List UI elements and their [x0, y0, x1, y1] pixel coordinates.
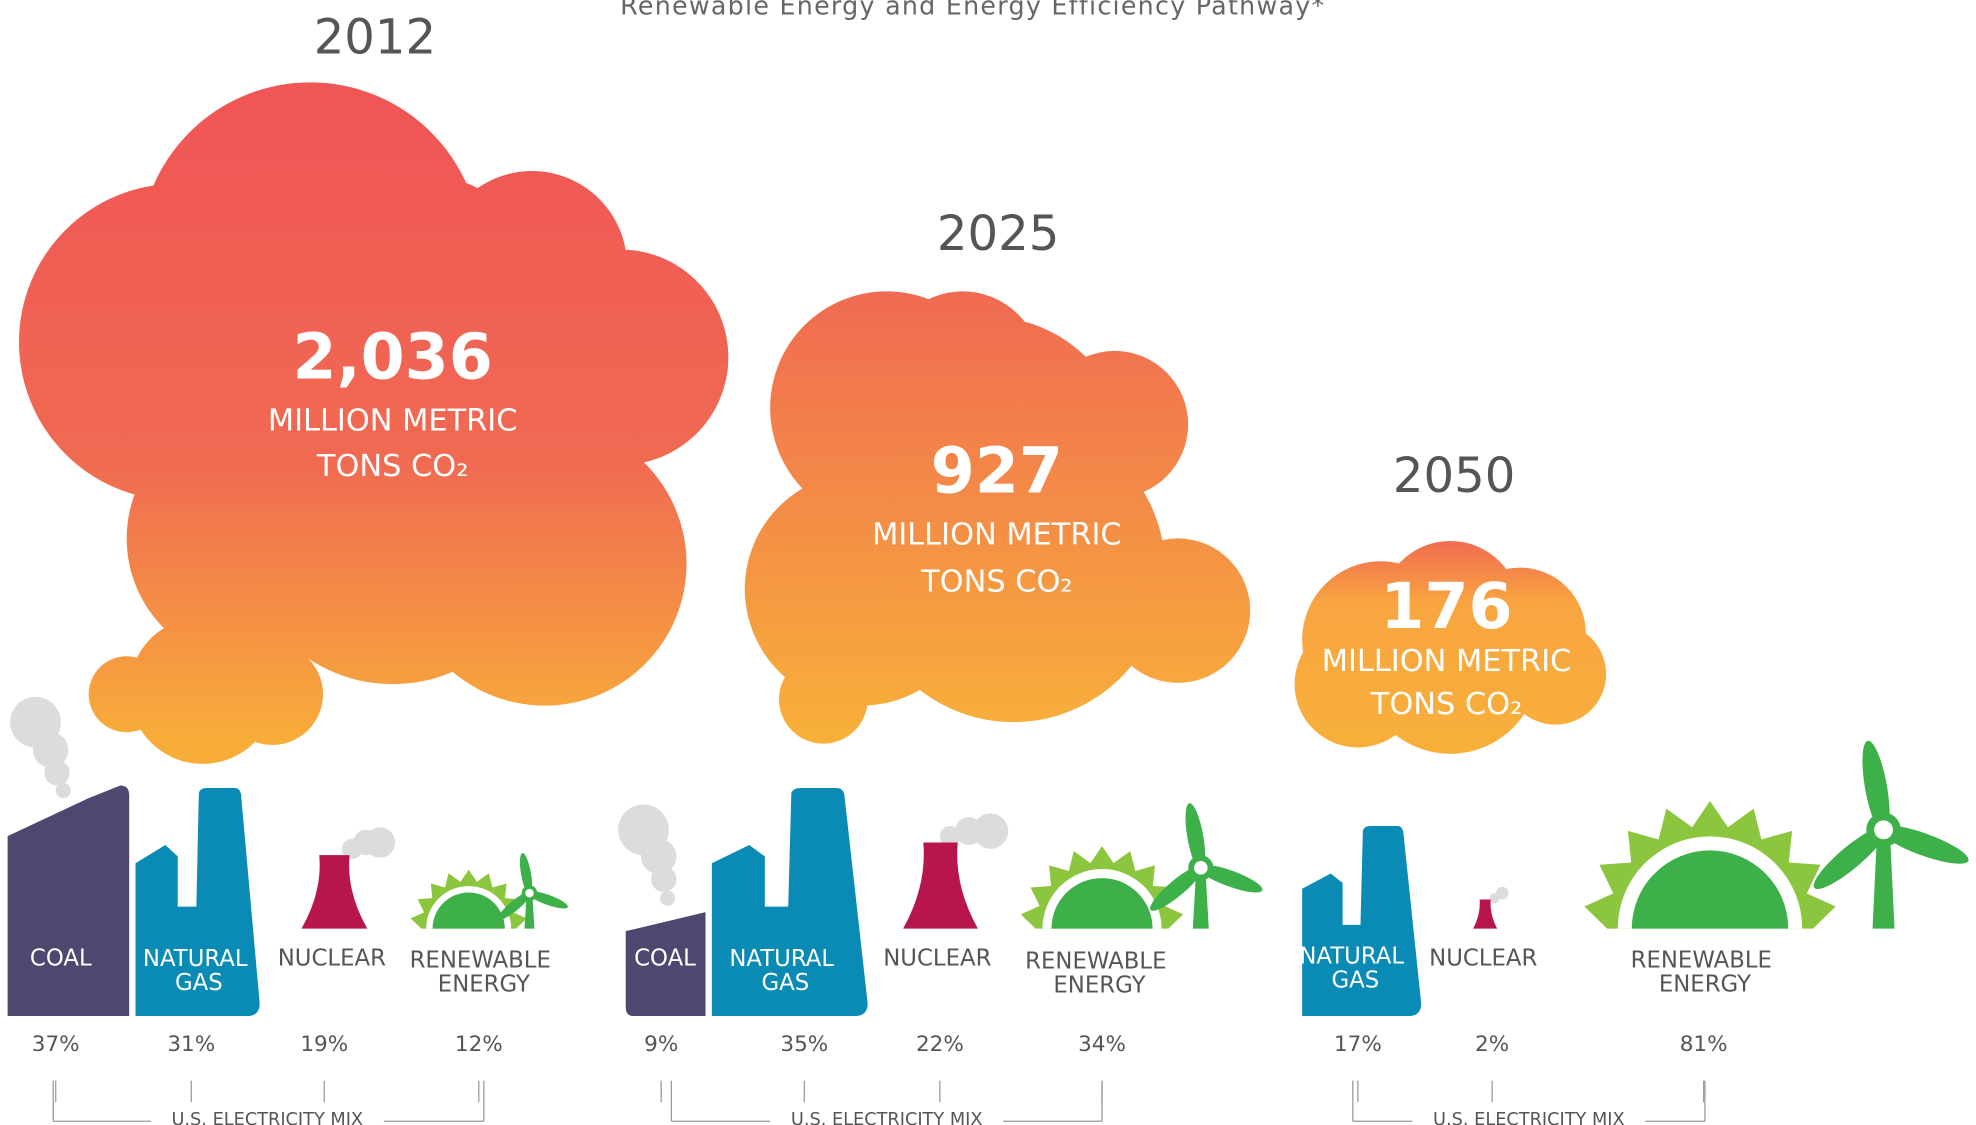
emissions-unit: MILLION METRIC [1322, 644, 1572, 679]
page: Renewable Energy and Energy Efficiency P… [0, 0, 1976, 1125]
mix-share: 17% [1334, 1032, 1382, 1057]
cloud-puff [779, 655, 868, 744]
mix-share: 35% [780, 1032, 828, 1057]
mix-label: RENEWABLE ENERGY [410, 947, 559, 997]
emissions-unit: TONS CO₂ [920, 564, 1072, 599]
smoke [660, 891, 675, 906]
mix-share: 31% [167, 1032, 215, 1057]
mix-caption: U.S. ELECTRICITY MIX [1433, 1110, 1625, 1125]
nuclear-icon [301, 855, 367, 928]
mix-label: RENEWABLE ENERGY [1631, 947, 1780, 997]
emissions-value: 176 [1380, 569, 1512, 643]
mix-caption: U.S. ELECTRICITY MIX [791, 1110, 983, 1125]
emissions-unit: TONS CO₂ [316, 449, 468, 484]
turbine-hub [1194, 861, 1208, 875]
mix-share: 9% [644, 1032, 678, 1057]
mix-label: COAL [634, 946, 696, 972]
year-label: 2025 [937, 206, 1059, 262]
nuclear-icon [1473, 899, 1497, 928]
turbine-hub [1874, 820, 1893, 839]
coal-icon [8, 785, 130, 1016]
emissions-unit: MILLION METRIC [268, 403, 518, 438]
mix-share: 12% [455, 1032, 503, 1057]
cloud-puff [222, 644, 323, 745]
mix-label: NUCLEAR [1429, 946, 1537, 972]
year-label: 2050 [1393, 448, 1515, 504]
cloud-puff [89, 656, 165, 732]
emissions-unit: MILLION METRIC [872, 517, 1122, 552]
smoke [365, 827, 395, 857]
mix-share: 19% [300, 1032, 348, 1057]
emissions-value: 2,036 [293, 320, 493, 394]
title: Renewable Energy and Energy Efficiency P… [620, 0, 1325, 21]
smoke [1496, 887, 1509, 900]
mix-share: 81% [1680, 1032, 1728, 1057]
mix-label: COAL [30, 946, 92, 972]
turbine-hub [525, 889, 534, 898]
mix-caption: U.S. ELECTRICITY MIX [171, 1110, 363, 1125]
infographic: Renewable Energy and Energy Efficiency P… [0, 0, 1976, 1125]
mix-share: 2% [1475, 1032, 1509, 1057]
year-label: 2012 [314, 10, 436, 66]
mix-share: 37% [32, 1032, 80, 1057]
mix-share: 34% [1078, 1032, 1126, 1057]
smoke [651, 867, 676, 892]
emissions-unit: TONS CO₂ [1370, 687, 1522, 722]
mix-label: NUCLEAR [883, 946, 991, 972]
smoke [56, 783, 71, 798]
nuclear-icon [903, 842, 978, 928]
emissions-value: 927 [931, 434, 1063, 508]
smoke [973, 813, 1008, 848]
mix-label: RENEWABLE ENERGY [1025, 948, 1174, 998]
mix-label: NUCLEAR [278, 946, 386, 972]
cloud-puff [1106, 538, 1250, 682]
mix-share: 22% [916, 1032, 964, 1057]
smoke [44, 760, 69, 785]
